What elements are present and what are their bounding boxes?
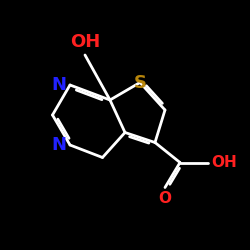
Text: N: N [51, 76, 66, 94]
Text: O: O [158, 191, 172, 206]
Text: OH: OH [211, 155, 237, 170]
Text: OH: OH [70, 33, 100, 51]
Text: S: S [134, 74, 146, 92]
Text: N: N [51, 136, 66, 154]
